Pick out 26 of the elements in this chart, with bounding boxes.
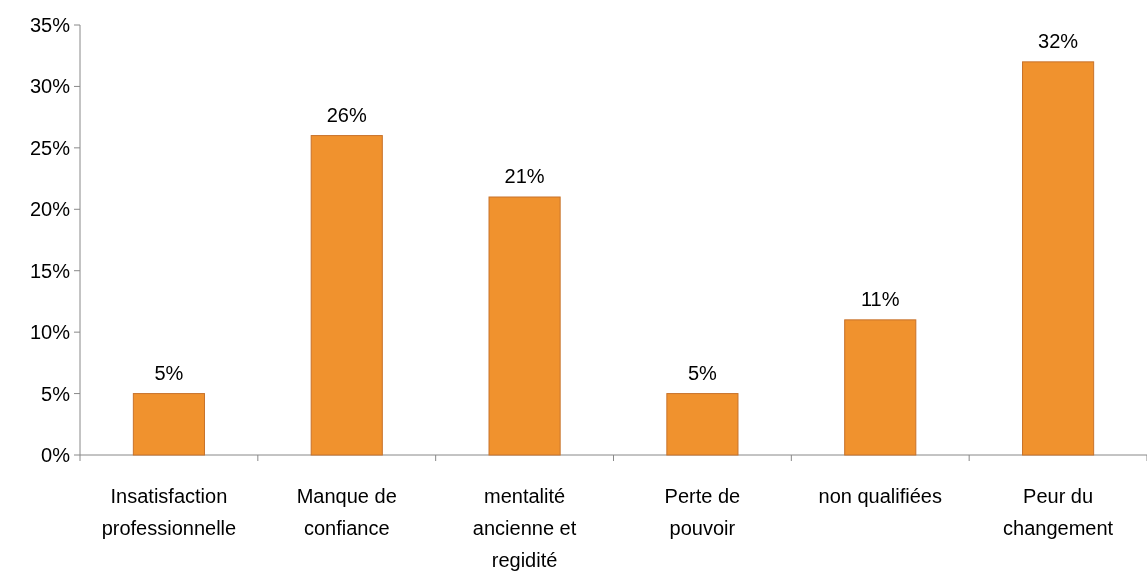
y-tick-label: 10% — [29, 321, 71, 344]
x-tick-label: non qualifiées — [818, 485, 942, 507]
x-tick-label: Perte de pouvoir — [664, 485, 741, 539]
y-tick-label: 5% — [41, 382, 71, 405]
x-tick-label: mentalité ancienne et regidité — [472, 485, 577, 571]
data-label: 11% — [860, 287, 900, 310]
bar — [132, 393, 205, 456]
data-label: 26% — [326, 103, 367, 126]
bar — [844, 319, 917, 456]
y-tick-label: 0% — [41, 444, 71, 466]
bar — [666, 393, 739, 456]
y-tick-label: 25% — [29, 136, 71, 159]
x-tick-label: Manque de confiance — [296, 485, 397, 539]
y-tick-label: 35% — [29, 14, 71, 36]
data-label: 5% — [154, 361, 184, 384]
bar — [310, 135, 383, 456]
y-tick-label: 20% — [29, 198, 71, 221]
data-label: 21% — [504, 165, 545, 187]
data-label: 5% — [687, 361, 718, 384]
x-tick-label: Peur du changement — [1003, 485, 1114, 539]
y-tick-label: 15% — [29, 259, 71, 282]
y-tick-label: 30% — [29, 75, 71, 98]
bar — [488, 196, 561, 456]
x-tick-label: Insatisfaction professionnelle — [101, 485, 237, 539]
bar — [1022, 61, 1095, 456]
data-label: 32% — [1038, 29, 1079, 52]
